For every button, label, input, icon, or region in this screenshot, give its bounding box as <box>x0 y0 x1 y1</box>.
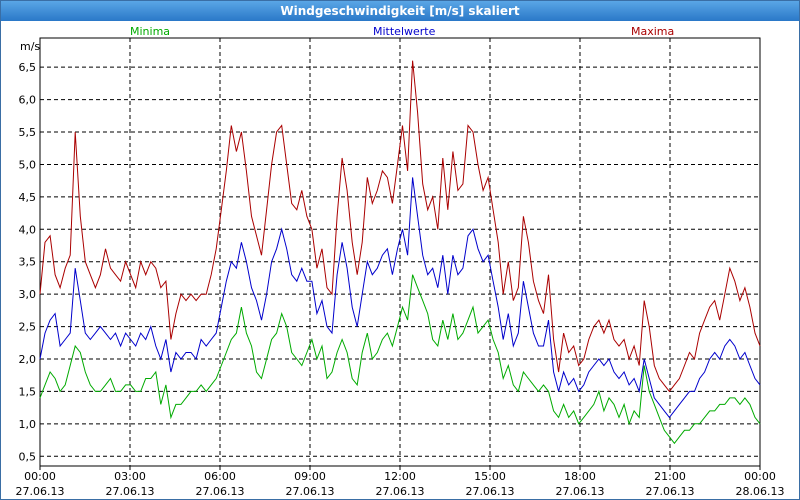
x-tick-time: 00:00 <box>744 470 776 483</box>
y-tick-label: 1,5 <box>19 385 37 398</box>
x-tick-time: 12:00 <box>384 470 416 483</box>
x-tick-time: 18:00 <box>564 470 596 483</box>
y-tick-label: 6,5 <box>19 61 37 74</box>
x-axis-ticks: 00:00 27.06.13 03:00 27.06.13 06:00 27.06.13 0… <box>16 466 785 498</box>
x-tick-time: 09:00 <box>294 470 326 483</box>
series-line-minima <box>39 274 761 445</box>
y-tick-label: 0,5 <box>19 450 37 463</box>
x-tick-date: 27.06.13 <box>466 485 515 498</box>
y-tick-label: 3,0 <box>19 288 37 301</box>
x-tick-date: 27.06.13 <box>556 485 605 498</box>
data-series <box>39 60 761 445</box>
y-tick-label: 4,0 <box>19 223 37 236</box>
grid-lines <box>40 38 760 466</box>
y-axis-ticks: 0,5 1,0 1,5 2,0 2,5 3,0 3,5 4,0 4,5 5,0 5,5 6,0 6,5 <box>19 61 37 463</box>
x-tick-date: 27.06.13 <box>646 485 695 498</box>
x-tick-date: 28.06.13 <box>736 485 785 498</box>
x-tick-time: 15:00 <box>474 470 506 483</box>
series-line-mittelwerte <box>39 177 761 419</box>
x-tick-time: 06:00 <box>204 470 236 483</box>
window-title: Windgeschwindigkeit [m/s] skaliert <box>1 1 799 21</box>
y-tick-label: 5,5 <box>19 126 37 139</box>
x-tick-date: 27.06.13 <box>286 485 335 498</box>
x-tick-time: 00:00 <box>24 470 56 483</box>
legend-minima: Minima <box>130 25 170 38</box>
x-tick-time: 21:00 <box>654 470 686 483</box>
legend: Minima Mittelwerte Maxima <box>130 25 674 38</box>
legend-mittelwerte: Mittelwerte <box>373 25 436 38</box>
legend-maxima: Maxima <box>631 25 674 38</box>
x-tick-date: 27.06.13 <box>376 485 425 498</box>
x-tick-date: 27.06.13 <box>16 485 65 498</box>
y-tick-label: 4,5 <box>19 191 37 204</box>
y-tick-label: 5,0 <box>19 158 37 171</box>
y-tick-label: 1,0 <box>19 418 37 431</box>
y-tick-label: 6,0 <box>19 94 37 107</box>
x-tick-date: 27.06.13 <box>106 485 155 498</box>
y-tick-label: 2,5 <box>19 321 37 334</box>
x-tick-time: 03:00 <box>114 470 146 483</box>
series-line-maxima <box>39 60 761 393</box>
y-axis-unit-label: m/s <box>20 40 40 53</box>
y-tick-label: 3,5 <box>19 256 37 269</box>
y-tick-label: 2,0 <box>19 353 37 366</box>
x-tick-date: 27.06.13 <box>196 485 245 498</box>
